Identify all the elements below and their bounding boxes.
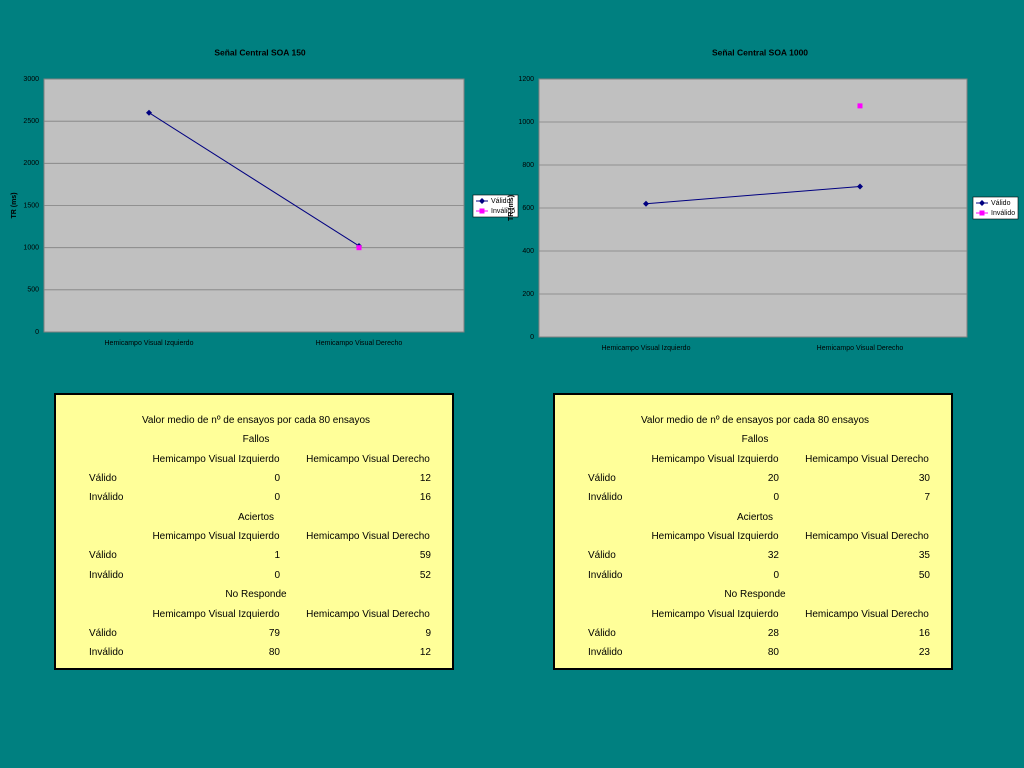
marker [857, 183, 863, 190]
cell: 80 [767, 647, 779, 659]
y-tick-label: 400 [522, 248, 534, 255]
section-title: No Responde [724, 589, 786, 601]
cell: 12 [419, 647, 431, 659]
legend-label: Inválido [991, 210, 1015, 217]
x-tick-label: Hemicampo Visual Derecho [817, 345, 904, 352]
cell: 1 [274, 550, 280, 562]
row-label: Válido [89, 550, 117, 562]
column-header: Hemicampo Visual Derecho [805, 453, 929, 465]
row-label: Válido [89, 473, 117, 485]
row-label: Válido [588, 627, 616, 639]
series-line [148, 112, 360, 247]
column-header: Hemicampo Visual Derecho [306, 608, 430, 620]
column-header: Hemicampo Visual Izquierdo [152, 531, 280, 543]
y-tick-label: 600 [522, 205, 534, 212]
row-label: Inválido [89, 492, 124, 504]
table: Valor medio de nº de ensayos por cada 80… [553, 393, 953, 670]
section-title: Aciertos [736, 511, 774, 523]
cell: 30 [918, 473, 930, 485]
marker [146, 109, 152, 116]
row-label: Válido [588, 550, 616, 562]
y-tick-label: 1000 [23, 245, 39, 252]
section-title: Fallos [741, 434, 769, 446]
table-title: Valor medio de nº de ensayos por cada 80… [640, 415, 870, 426]
cell: 80 [268, 647, 280, 659]
marker [857, 103, 863, 109]
y-tick-label: 2500 [23, 118, 39, 125]
x-tick-label: Hemicampo Visual Izquierdo [105, 340, 194, 347]
marker [356, 245, 362, 251]
chart-title: Señal Central SOA 150 [214, 47, 306, 57]
legend-marker [979, 200, 985, 206]
column-header: Hemicampo Visual Derecho [306, 531, 430, 543]
cell: 0 [274, 492, 280, 504]
y-tick-label: 1500 [23, 202, 39, 209]
y-tick-label: 200 [522, 291, 534, 298]
column-header: Hemicampo Visual Derecho [805, 608, 929, 620]
y-tick-label: 1000 [518, 119, 534, 126]
y-tick-label: 0 [530, 334, 534, 341]
y-tick-label: 2000 [23, 160, 39, 167]
cell: 7 [924, 492, 930, 504]
cell: 16 [918, 627, 930, 639]
y-tick-label: 500 [27, 287, 39, 294]
x-tick-label: Hemicampo Visual Izquierdo [602, 345, 691, 352]
cell: 32 [767, 550, 779, 562]
row-label: Válido [588, 473, 616, 485]
cell: 0 [274, 569, 280, 581]
section-title: No Responde [225, 589, 287, 601]
legend-marker [979, 210, 985, 216]
legend-marker [479, 198, 485, 204]
cell: 0 [274, 473, 280, 485]
column-header: Hemicampo Visual Derecho [306, 453, 430, 465]
cell: 16 [419, 492, 431, 504]
x-tick-label: Hemicampo Visual Derecho [316, 340, 403, 347]
cell: 28 [767, 627, 779, 639]
y-tick-label: 0 [35, 329, 39, 336]
cell: 35 [918, 550, 930, 562]
column-header: Hemicampo Visual Izquierdo [651, 453, 779, 465]
cell: 50 [918, 569, 930, 581]
cell: 59 [419, 550, 431, 562]
row-label: Inválido [588, 647, 623, 659]
cell: 0 [773, 492, 779, 504]
marker [643, 200, 649, 207]
cell: 9 [425, 627, 431, 639]
table-title: Valor medio de nº de ensayos por cada 80… [141, 415, 371, 426]
row-label: Inválido [89, 647, 124, 659]
cell: 79 [268, 627, 280, 639]
row-label: Válido [89, 627, 117, 639]
legend-label: Inválido [491, 208, 515, 215]
cell: 23 [918, 647, 930, 659]
column-header: Hemicampo Visual Izquierdo [651, 608, 779, 620]
y-tick-label: 800 [522, 162, 534, 169]
chart-title: Señal Central SOA 1000 [712, 47, 808, 57]
series-line [645, 186, 861, 205]
cell: 20 [767, 473, 779, 485]
y-tick-label: 3000 [23, 76, 39, 83]
row-label: Inválido [588, 492, 623, 504]
column-header: Hemicampo Visual Derecho [805, 531, 929, 543]
legend-marker [479, 208, 485, 214]
y-tick-label: 1200 [518, 76, 534, 83]
legend-label: Válido [491, 198, 511, 205]
section-title: Aciertos [237, 511, 275, 523]
cell: 12 [419, 473, 431, 485]
table: Valor medio de nº de ensayos por cada 80… [54, 393, 454, 670]
section-title: Fallos [242, 434, 270, 446]
cell: 0 [773, 569, 779, 581]
column-header: Hemicampo Visual Izquierdo [651, 531, 779, 543]
legend-label: Válido [991, 200, 1011, 207]
row-label: Inválido [89, 569, 124, 581]
cell: 52 [419, 569, 431, 581]
column-header: Hemicampo Visual Izquierdo [152, 608, 280, 620]
column-header: Hemicampo Visual Izquierdo [152, 453, 280, 465]
y-axis-title: TR (ms) [508, 195, 515, 221]
y-axis-title: TR (ms) [11, 192, 18, 218]
row-label: Inválido [588, 569, 623, 581]
